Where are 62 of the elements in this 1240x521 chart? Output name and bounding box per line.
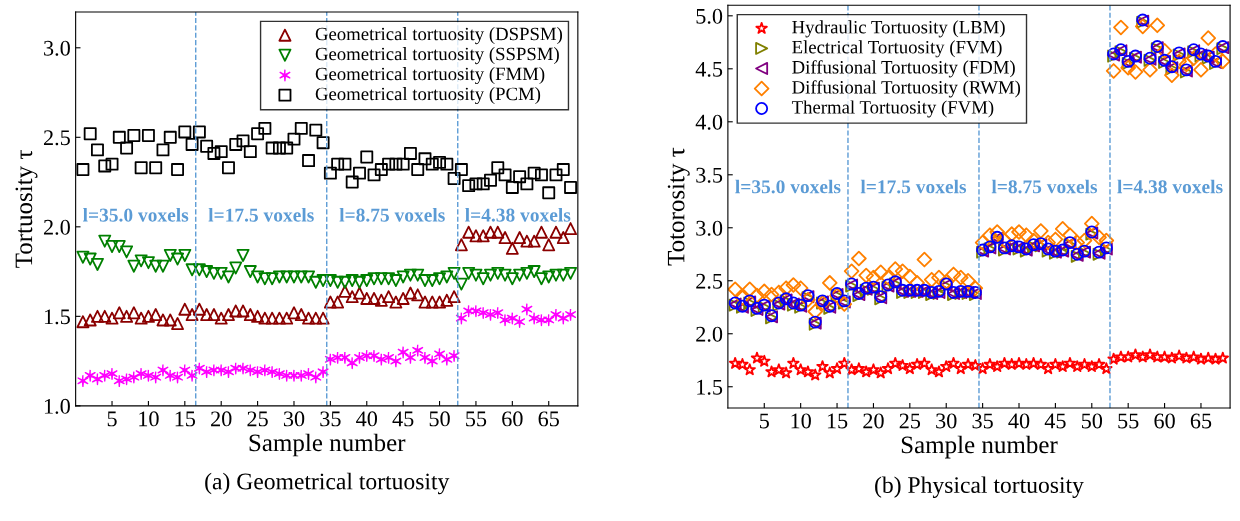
x-tick-label: 50 xyxy=(429,411,450,427)
y-axis-title: Totorosity τ xyxy=(667,147,690,266)
x-tick-label: 10 xyxy=(791,413,811,429)
legend-label: Geometrical tortuosity (PCM) xyxy=(315,87,541,105)
x-tick-label: 65 xyxy=(1190,413,1212,429)
text: (a) Geometrical tortuosity xyxy=(205,472,450,495)
x-tick-label: 5 xyxy=(760,413,769,429)
x-tick-label: 25 xyxy=(247,411,268,427)
annotation: l=8.75 voxels xyxy=(339,207,445,222)
y-tick-label: 2.5 xyxy=(696,273,723,289)
x-tick-label: 45 xyxy=(392,411,414,427)
x-axis-title: Sample number xyxy=(249,433,406,457)
legend-label: Geometrical tortuosity (FMM) xyxy=(315,67,545,85)
x-tick-label: 15 xyxy=(827,413,848,429)
x-tick-label: 5 xyxy=(107,411,117,427)
legend-label: Hydraulic Tortuosity (LBM) xyxy=(792,20,1005,38)
x-tick-label: 30 xyxy=(936,413,957,429)
y-tick-label: 3.0 xyxy=(44,40,70,56)
x-tick-label: 40 xyxy=(356,411,378,427)
y-axis-title: Tortuosity τ xyxy=(15,150,38,268)
annotation: l=4.38 voxels xyxy=(1117,179,1223,194)
x-tick-label: 55 xyxy=(466,411,487,427)
y-tick-label: 5.0 xyxy=(696,8,723,24)
x-tick-label: 35 xyxy=(972,413,993,429)
annotation: l=17.5 voxels xyxy=(208,207,314,222)
y-tick-label: 3.5 xyxy=(696,167,723,183)
legend-label: Geometrical tortuosity (SSPSM) xyxy=(315,47,559,65)
x-tick-label: 45 xyxy=(1044,413,1066,429)
x-axis-title: Sample number xyxy=(901,435,1058,459)
legend-label: Thermal Tortuosity (FVM) xyxy=(791,100,994,118)
legend-label: Diffusional Tortuosity (RWM) xyxy=(792,80,1021,98)
x-tick-label: 20 xyxy=(211,411,232,427)
x-tick-label: 50 xyxy=(1081,413,1103,429)
annotation: l=8.75 voxels xyxy=(991,179,1098,194)
y-tick-label: 2.5 xyxy=(43,130,70,146)
y-tick-label: 3.0 xyxy=(696,220,723,236)
y-tick-label: 1.5 xyxy=(697,379,723,395)
legend-label: Electrical Tortuosity (FVM) xyxy=(792,40,1002,58)
text: (b) Physical tortuosity xyxy=(875,476,1084,498)
annotation: l=17.5 voxels xyxy=(860,179,967,194)
annotation: l=35.0 voxels xyxy=(83,207,189,222)
x-tick-label: 55 xyxy=(1118,413,1139,429)
y-tick-label: 1.0 xyxy=(44,398,70,414)
x-tick-label: 60 xyxy=(502,411,523,427)
y-tick-label: 4.5 xyxy=(695,61,723,77)
x-tick-label: 10 xyxy=(139,411,159,427)
y-tick-label: 2.0 xyxy=(696,326,723,342)
x-tick-label: 40 xyxy=(1008,413,1030,429)
x-tick-label: 35 xyxy=(320,411,341,427)
x-tick-label: 30 xyxy=(283,411,305,427)
y-tick-label: 1.5 xyxy=(44,309,70,325)
y-tick-label: 4.0 xyxy=(695,114,723,130)
y-tick-label: 2.0 xyxy=(43,219,70,235)
x-tick-label: 20 xyxy=(863,413,884,429)
x-tick-label: 15 xyxy=(175,411,196,427)
annotation: l=4.38 voxels xyxy=(465,207,571,222)
x-tick-label: 60 xyxy=(1154,413,1175,429)
legend-label: Diffusional Tortuosity (FDM) xyxy=(792,60,1015,78)
x-tick-label: 65 xyxy=(538,411,559,427)
annotation: l=35.0 voxels xyxy=(735,179,841,194)
x-tick-label: 25 xyxy=(899,413,921,429)
legend-label: Geometrical tortuosity (DSPSM) xyxy=(315,27,563,45)
